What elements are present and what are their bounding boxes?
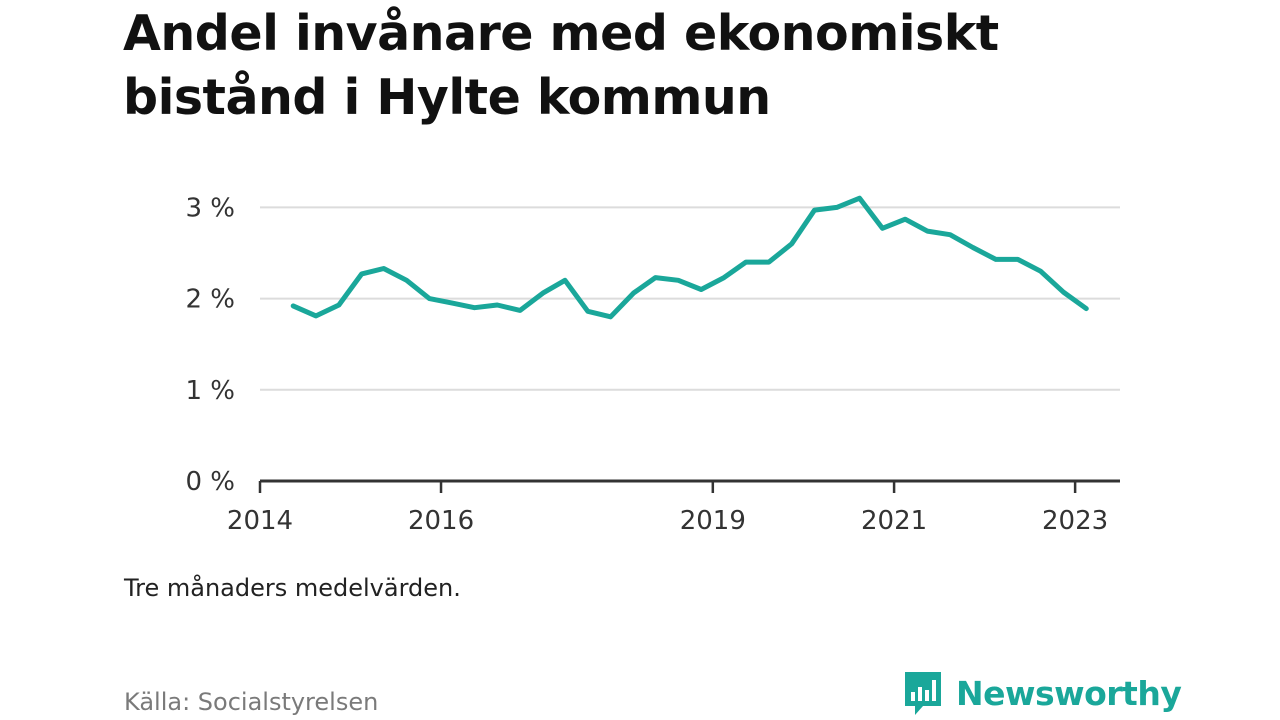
y-tick-label: 2 %	[185, 285, 235, 315]
series-line	[290, 195, 1089, 320]
series-layer	[290, 195, 1089, 320]
chart-note: Tre månaders medelvärden.	[124, 574, 461, 602]
y-axis-tick-labels: 0 % 1 % 2 % 3 %	[185, 193, 235, 497]
x-tick-label: 2021	[861, 506, 927, 536]
brand-name: Newsworthy	[956, 673, 1182, 713]
y-tick-label: 1 %	[185, 376, 235, 406]
brand-logo: Newsworthy	[902, 668, 1182, 718]
line-chart: 0 % 1 % 2 % 3 % 2014 2016 2019 2021 2023	[185, 193, 1120, 536]
x-tick-label: 2014	[227, 506, 293, 536]
y-tick-label: 0 %	[185, 467, 235, 497]
bar-chart-speech-bubble-icon	[905, 672, 941, 715]
source-label: Källa: Socialstyrelsen	[124, 688, 379, 716]
x-tick-label: 2016	[408, 506, 474, 536]
x-axis: 2014 2016 2019 2021 2023	[227, 479, 1120, 536]
y-tick-label: 3 %	[185, 193, 235, 223]
x-tick-label: 2023	[1042, 506, 1108, 536]
grid-lines	[260, 206, 1120, 391]
chart-title: Andel invånare med ekonomiskt bistånd i …	[123, 5, 999, 126]
x-tick-label: 2019	[680, 506, 746, 536]
